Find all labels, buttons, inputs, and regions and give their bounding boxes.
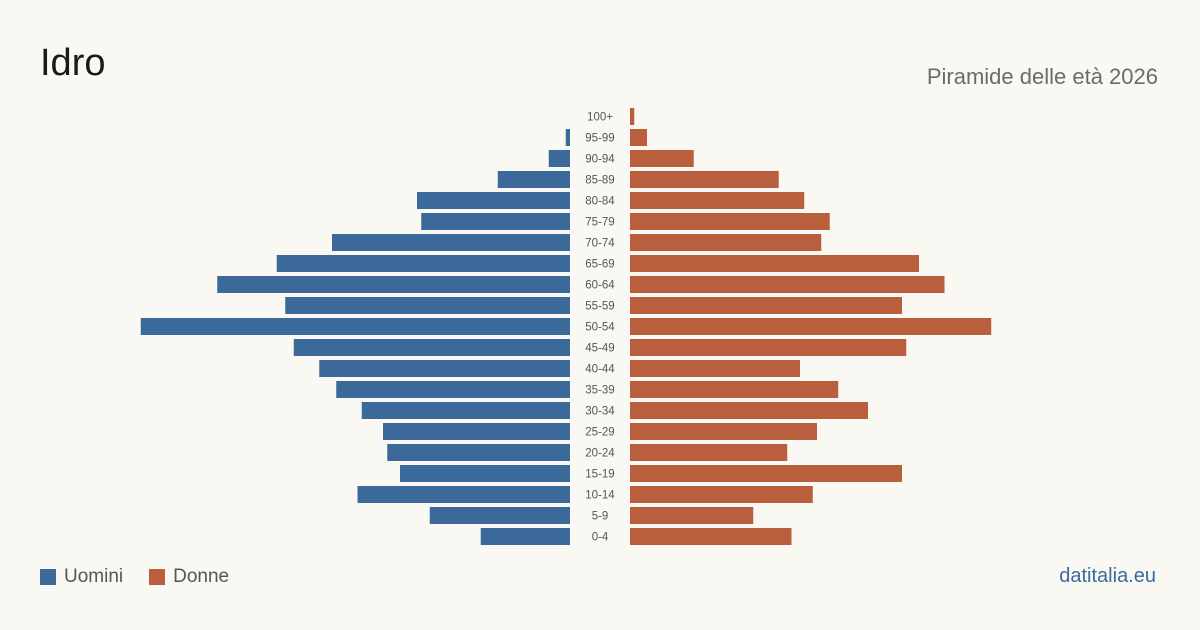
- legend-label-men: Uomini: [64, 566, 124, 587]
- bar-men-10-14: [357, 486, 570, 503]
- bar-men-5-9: [429, 507, 570, 524]
- age-label-80-84: 80-84: [585, 196, 615, 208]
- bar-women-20-24: [630, 444, 788, 461]
- age-label-70-74: 70-74: [585, 238, 615, 250]
- legend-swatch-men: [40, 569, 56, 585]
- bar-women-15-19: [630, 465, 902, 482]
- bar-women-80-84: [630, 192, 805, 209]
- age-label-5-9: 5-9: [592, 511, 609, 523]
- bar-women-10-14: [630, 486, 813, 503]
- bar-men-15-19: [400, 465, 570, 482]
- age-label-75-79: 75-79: [585, 217, 614, 229]
- bar-women-5-9: [630, 507, 754, 524]
- bar-women-85-89: [630, 171, 779, 188]
- bar-men-60-64: [217, 276, 570, 293]
- bar-women-95-99: [630, 129, 647, 146]
- age-label-85-89: 85-89: [585, 175, 614, 187]
- bar-men-80-84: [417, 192, 570, 209]
- chart-title: Idro: [40, 42, 106, 84]
- age-label-10-14: 10-14: [585, 490, 615, 502]
- bar-women-75-79: [630, 213, 830, 230]
- age-label-50-54: 50-54: [585, 322, 615, 334]
- bar-women-100plus: [630, 108, 635, 125]
- age-label-60-64: 60-64: [585, 280, 615, 292]
- age-label-65-69: 65-69: [585, 259, 614, 271]
- bar-women-60-64: [630, 276, 945, 293]
- bar-men-30-34: [361, 402, 570, 419]
- legend-item-men: Uomini: [40, 566, 123, 588]
- bar-men-75-79: [421, 213, 570, 230]
- legend-swatch-women: [149, 569, 166, 585]
- bar-women-90-94: [630, 150, 694, 167]
- bar-women-25-29: [630, 423, 817, 440]
- bar-women-35-39: [630, 381, 839, 398]
- bar-women-45-49: [630, 339, 907, 356]
- bar-men-65-69: [276, 255, 570, 272]
- bar-women-0-4: [630, 528, 792, 545]
- chart-subtitle: Piramide delle età 2026: [926, 64, 1158, 89]
- legend: Uomini Donne: [40, 566, 255, 588]
- bar-men-35-39: [336, 381, 570, 398]
- age-label-45-49: 45-49: [585, 343, 614, 355]
- bar-men-85-89: [497, 171, 570, 188]
- bar-men-40-44: [319, 360, 570, 377]
- bar-men-25-29: [383, 423, 570, 440]
- bar-men-70-74: [332, 234, 570, 251]
- bar-women-50-54: [630, 318, 992, 335]
- age-label-100plus: 100+: [587, 112, 613, 124]
- age-label-40-44: 40-44: [585, 364, 615, 376]
- bar-women-70-74: [630, 234, 822, 251]
- age-label-0-4: 0-4: [592, 532, 609, 544]
- bar-women-55-59: [630, 297, 902, 314]
- bar-men-50-54: [140, 318, 570, 335]
- age-label-20-24: 20-24: [585, 448, 615, 460]
- age-label-55-59: 55-59: [585, 301, 614, 313]
- legend-item-women: Donne: [149, 566, 229, 588]
- legend-label-women: Donne: [173, 566, 230, 587]
- age-label-15-19: 15-19: [585, 469, 614, 481]
- bar-women-40-44: [630, 360, 800, 377]
- bar-men-55-59: [285, 297, 570, 314]
- age-label-35-39: 35-39: [585, 385, 614, 397]
- bar-men-90-94: [548, 150, 570, 167]
- bar-men-20-24: [387, 444, 570, 461]
- bar-women-30-34: [630, 402, 868, 419]
- age-label-90-94: 90-94: [585, 154, 615, 166]
- age-label-25-29: 25-29: [585, 427, 614, 439]
- bar-men-95-99: [565, 129, 570, 146]
- age-label-95-99: 95-99: [585, 133, 614, 145]
- bar-men-0-4: [480, 528, 570, 545]
- bar-women-65-69: [630, 255, 919, 272]
- brand-link[interactable]: datitalia.eu: [1059, 565, 1156, 587]
- bar-men-45-49: [293, 339, 570, 356]
- age-label-30-34: 30-34: [585, 406, 615, 418]
